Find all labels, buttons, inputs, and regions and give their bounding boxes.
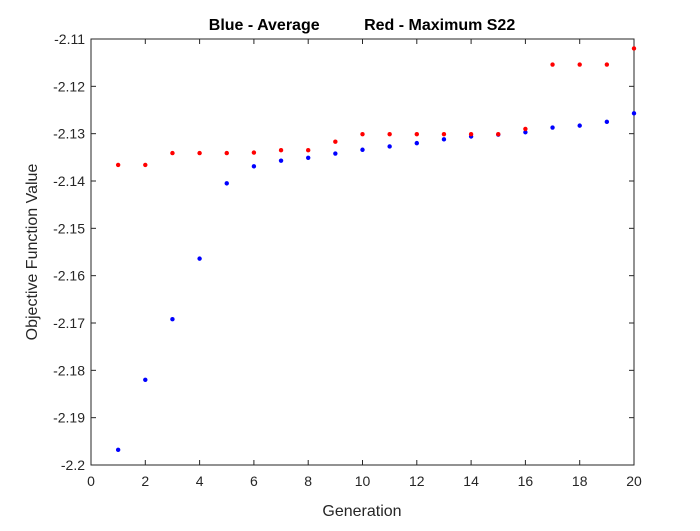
maximum-point bbox=[143, 162, 148, 168]
x-tick-label: 12 bbox=[409, 473, 425, 489]
y-tick-label: -2.17 bbox=[53, 315, 85, 331]
y-tick-label: -2.14 bbox=[53, 173, 85, 189]
average-point bbox=[631, 111, 637, 116]
average-point bbox=[115, 447, 121, 453]
average-point bbox=[143, 377, 148, 382]
y-tick-label: -2.19 bbox=[53, 410, 85, 426]
maximum-point bbox=[333, 139, 338, 144]
maximum-point bbox=[441, 131, 447, 137]
maximum-point bbox=[170, 150, 175, 156]
maximum-point bbox=[306, 148, 311, 153]
y-axis: -2.11 -2.12 -2.13 -2.14 -2.15 -2.16 -2.17 -2.18… bbox=[53, 31, 634, 473]
x-tick-label: 6 bbox=[250, 473, 258, 489]
x-tick-label: 20 bbox=[626, 473, 642, 489]
y-tick-label: -2.15 bbox=[53, 220, 85, 236]
data-points bbox=[115, 46, 637, 453]
x-tick-label: 14 bbox=[463, 473, 479, 489]
maximum-point bbox=[360, 131, 365, 137]
x-tick-label: 18 bbox=[572, 473, 588, 489]
x-tick-label: 0 bbox=[87, 473, 95, 489]
maximum-point bbox=[387, 131, 392, 137]
maximum-point bbox=[197, 150, 202, 156]
maximum-point bbox=[577, 62, 582, 67]
x-tick-label: 8 bbox=[304, 473, 312, 489]
y-tick-label: -2.18 bbox=[53, 362, 85, 378]
y-tick-label: -2.16 bbox=[53, 268, 85, 284]
average-point bbox=[224, 181, 229, 186]
average-point bbox=[550, 125, 555, 130]
maximum-point bbox=[523, 126, 528, 132]
average-point bbox=[577, 123, 582, 128]
maximum-point bbox=[550, 62, 555, 67]
average-point bbox=[170, 317, 175, 322]
y-tick-label: -2.11 bbox=[54, 31, 85, 47]
average-point bbox=[251, 164, 257, 169]
y-tick-label: -2.13 bbox=[53, 126, 85, 142]
x-tick-label: 2 bbox=[141, 473, 149, 489]
maximum-point bbox=[115, 162, 121, 168]
average-point bbox=[278, 158, 284, 163]
average-point bbox=[306, 155, 311, 161]
maximum-point bbox=[224, 150, 229, 156]
x-tick-label: 10 bbox=[355, 473, 371, 489]
y-tick-label: -2.2 bbox=[61, 457, 85, 473]
maximum-point bbox=[604, 62, 610, 67]
average-point bbox=[414, 140, 419, 146]
average-point bbox=[523, 130, 528, 135]
y-tick-label: -2.12 bbox=[53, 78, 85, 94]
average-point bbox=[441, 137, 447, 142]
maximum-point bbox=[496, 131, 501, 137]
maximum-point bbox=[631, 46, 637, 51]
maximum-point bbox=[468, 131, 474, 137]
maximum-point bbox=[251, 150, 257, 155]
x-axis-label: Generation bbox=[322, 503, 401, 520]
average-point bbox=[197, 256, 202, 261]
x-tick-label: 16 bbox=[518, 473, 534, 489]
x-tick-label: 4 bbox=[196, 473, 204, 489]
average-point bbox=[604, 119, 610, 125]
y-axis-label: Objective Function Value bbox=[24, 164, 41, 341]
average-point bbox=[333, 151, 338, 156]
x-axis: 0 2 4 6 8 10 12 14 16 18 20 bbox=[87, 39, 642, 489]
average-point bbox=[360, 147, 365, 152]
maximum-point bbox=[278, 148, 284, 153]
average-point bbox=[387, 144, 392, 149]
chart-title: Blue - Average Red - Maximum S22 bbox=[209, 17, 516, 34]
maximum-point bbox=[414, 131, 419, 137]
plot-frame bbox=[90, 38, 635, 466]
